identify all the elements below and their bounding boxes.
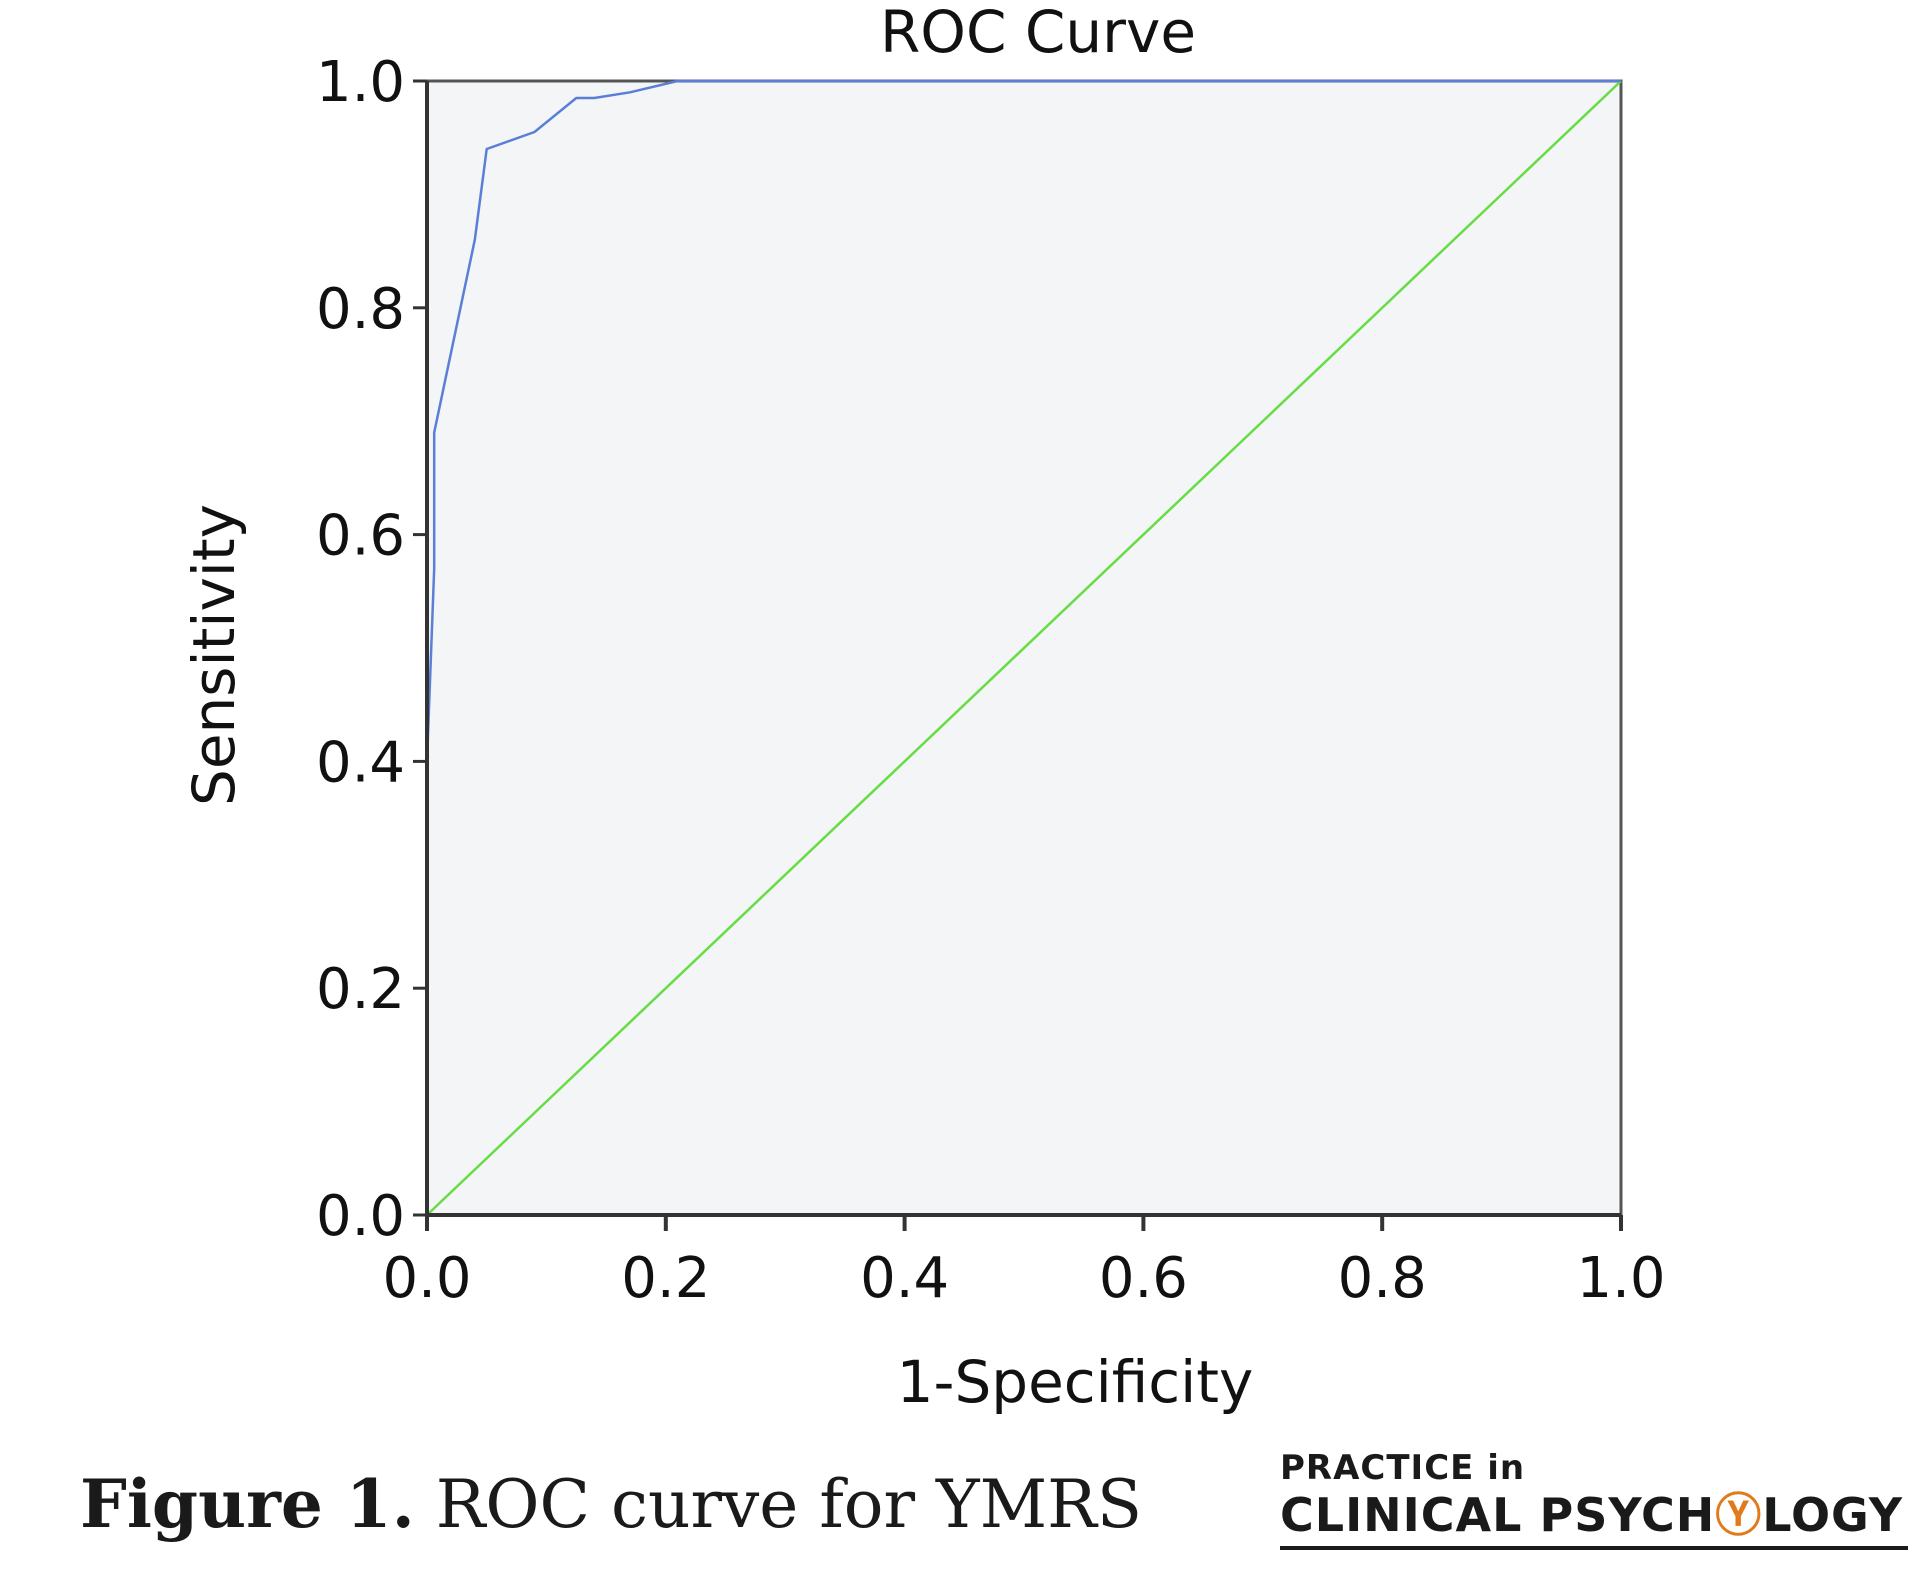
y-tick-label: 0.4 [316,730,405,795]
y-tick-label: 0.0 [316,1184,405,1249]
roc-curve-line [425,79,1621,1215]
psi-logo-icon: Ⓨ [1715,1488,1763,1542]
journal-logo-line1: PRACTICE in [1280,1448,1526,1488]
chart-title: ROC Curve [880,0,1196,66]
y-tick-label: 0.8 [316,277,405,342]
x-tick-label: 0.4 [860,1246,949,1311]
journal-logo-line2-b: LOGY [1762,1488,1904,1542]
figure-caption: Figure 1. ROC curve for YMRS [80,1465,1142,1543]
x-tick-label: 0.6 [1099,1246,1188,1311]
y-axis-ticks: 0.0 0.2 0.4 0.6 0.8 1.0 [316,50,427,1249]
x-axis-ticks: 0.0 0.2 0.4 0.6 0.8 1.0 [382,1215,1666,1311]
x-tick-label: 0.2 [621,1246,710,1311]
y-axis-label: Sensitivity [180,504,248,806]
x-tick-label: 0.8 [1338,1246,1427,1311]
y-tick-label: 1.0 [316,50,405,115]
journal-logo-line2-a: CLINICAL PSYCH [1280,1488,1716,1542]
x-tick-label: 0.0 [382,1246,471,1311]
journal-logo-line2: CLINICAL PSYCHⓎLOGY [1280,1488,1910,1542]
x-axis-label: 1-Specificity [897,1348,1254,1416]
journal-logo-underline [1280,1546,1908,1550]
x-tick-label: 1.0 [1576,1246,1665,1311]
reference-diagonal-line [426,80,1622,1216]
y-tick-label: 0.6 [316,504,405,569]
series-layer [425,79,1622,1216]
journal-logo: PRACTICE in CLINICAL PSYCHⓎLOGY [1280,1448,1910,1550]
y-tick-label: 0.2 [316,957,405,1022]
figure-caption-text: ROC curve for YMRS [414,1466,1143,1543]
roc-chart: ROC Curve 0.00.20.40.60.81.0 0.0 0.2 0.4 0.… [180,0,1666,1416]
figure-caption-label: Figure 1. [80,1465,415,1543]
